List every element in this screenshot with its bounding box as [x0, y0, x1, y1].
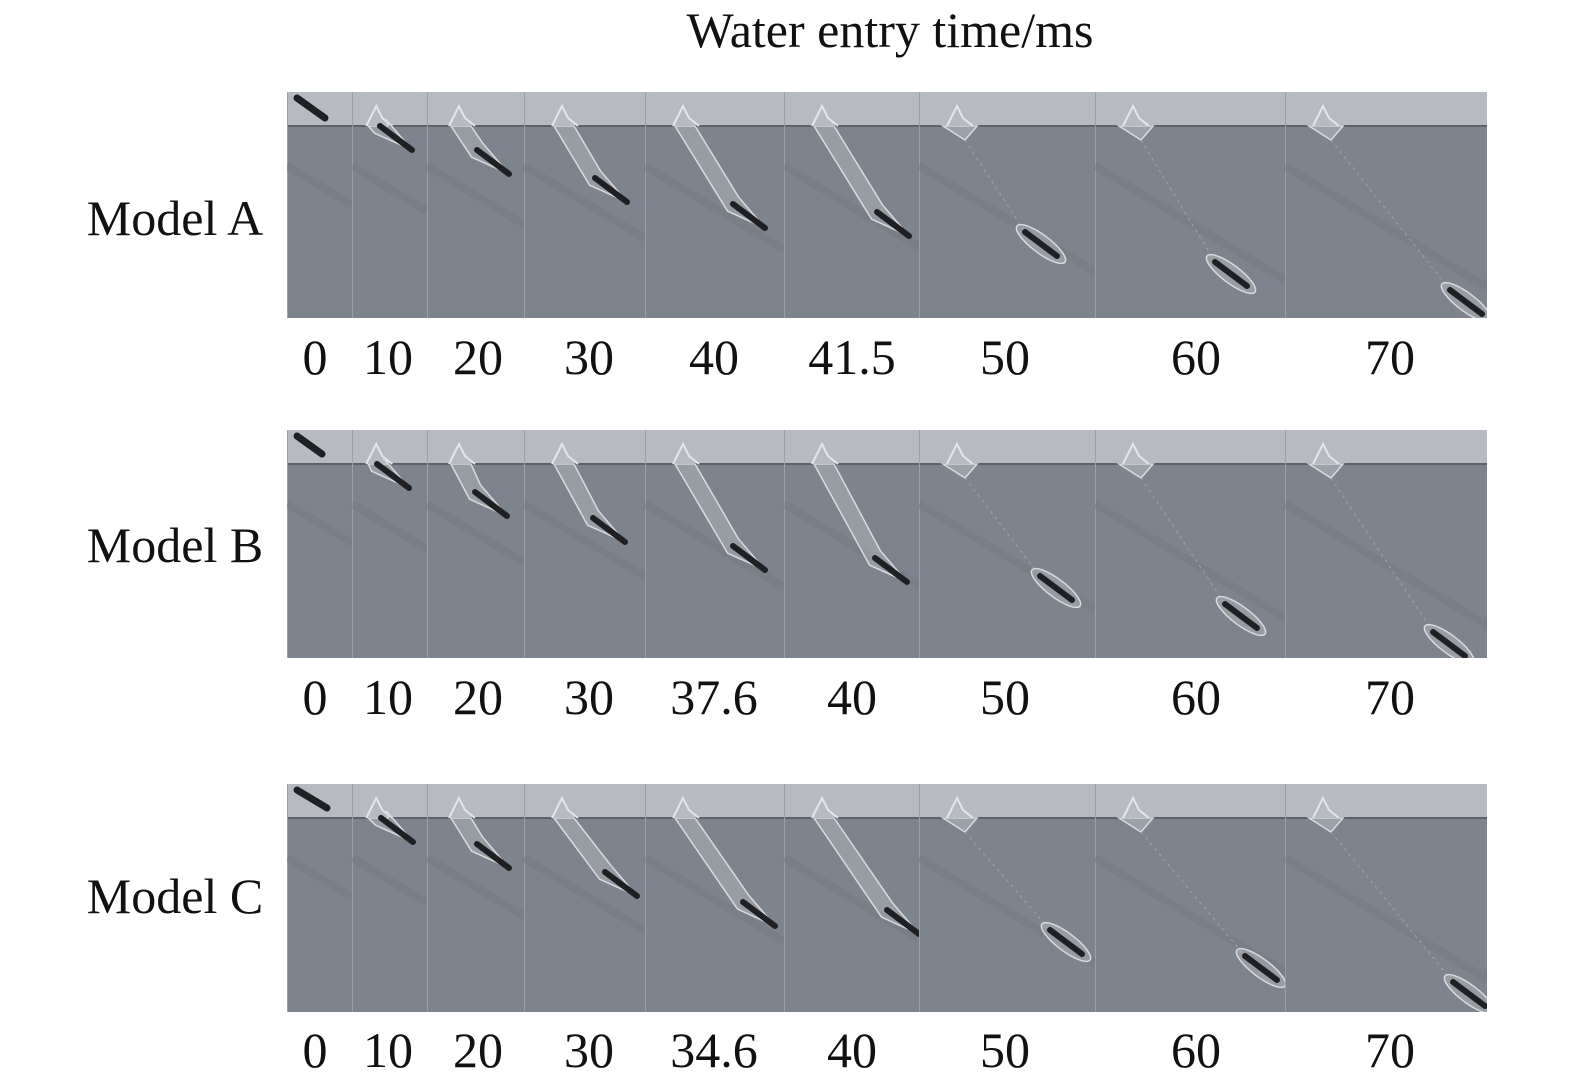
time-label: 41.5 [808, 329, 896, 385]
photo-frame [521, 92, 648, 318]
photo-frame [642, 784, 787, 1012]
photo-frame [521, 430, 648, 658]
time-label: 30 [564, 329, 614, 385]
time-label: 50 [980, 1022, 1030, 1078]
image-strip-model-c [287, 784, 1487, 1012]
time-label: 70 [1365, 669, 1415, 725]
time-label: 10 [363, 329, 413, 385]
photo-frame [642, 430, 787, 658]
time-label: 40 [827, 1022, 877, 1078]
time-label: 0 [302, 329, 328, 385]
time-label: 37.6 [670, 669, 758, 725]
photo-frame [521, 784, 648, 1012]
time-label: 70 [1365, 329, 1415, 385]
time-label: 40 [689, 329, 739, 385]
time-label: 10 [363, 669, 413, 725]
time-label: 20 [453, 1022, 503, 1078]
photo-frame [916, 430, 1098, 658]
time-label: 70 [1365, 1022, 1415, 1078]
photo-frame [287, 784, 355, 1012]
photo-frame [1282, 92, 1487, 318]
time-label: 10 [363, 1022, 413, 1078]
photo-frame [424, 784, 527, 1012]
time-label: 30 [564, 1022, 614, 1078]
photo-frame [642, 92, 787, 318]
time-label: 60 [1171, 329, 1221, 385]
photo-frame [1092, 784, 1288, 1012]
image-strip-model-b [287, 430, 1487, 658]
photo-frame [1092, 430, 1288, 658]
time-label: 50 [980, 669, 1030, 725]
photo-frame [781, 784, 922, 1012]
time-label: 30 [564, 669, 614, 725]
time-label: 50 [980, 329, 1030, 385]
photo-frame [287, 430, 355, 658]
photo-frame [287, 92, 355, 318]
photo-frame [424, 92, 527, 318]
photo-frame [916, 92, 1098, 318]
photo-frame [781, 92, 922, 318]
time-label: 20 [453, 329, 503, 385]
figure-title: Water entry time/ms [686, 2, 1094, 58]
photo-frame [424, 430, 527, 658]
row-label-model-b: Model B [86, 517, 264, 573]
photo-frame [1092, 92, 1288, 318]
photo-frame [781, 430, 922, 658]
time-label: 60 [1171, 1022, 1221, 1078]
photo-frame [349, 430, 430, 658]
time-label: 60 [1171, 669, 1221, 725]
photo-frame [1282, 784, 1487, 1012]
time-label: 0 [302, 669, 328, 725]
row-label-model-c: Model C [86, 868, 264, 924]
photo-frame [349, 784, 430, 1012]
time-label: 34.6 [670, 1022, 758, 1078]
time-label: 40 [827, 669, 877, 725]
row-label-model-a: Model A [86, 190, 264, 246]
image-strip-model-a [287, 92, 1487, 318]
photo-frame [916, 784, 1098, 1012]
photo-frame [349, 92, 430, 318]
photo-frame [1282, 430, 1487, 658]
time-label: 20 [453, 669, 503, 725]
time-label: 0 [302, 1022, 328, 1078]
